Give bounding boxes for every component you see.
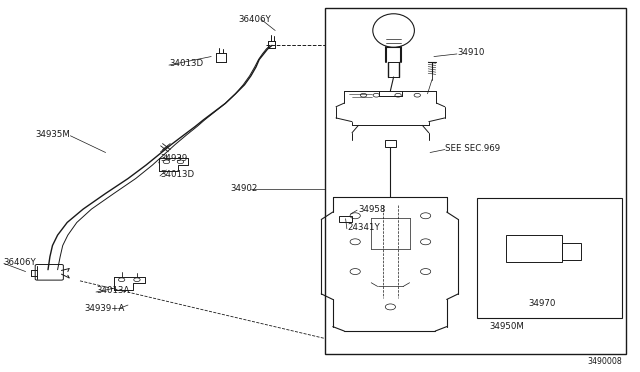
- Text: 3490008: 3490008: [588, 357, 622, 366]
- Bar: [477, 198, 622, 318]
- Text: 34935M: 34935M: [35, 130, 70, 139]
- Text: 24341Y: 24341Y: [347, 223, 380, 232]
- Text: 34013A: 34013A: [96, 286, 129, 295]
- Text: 34939+A: 34939+A: [84, 304, 125, 313]
- Text: 34910: 34910: [457, 48, 484, 57]
- Text: 34950M: 34950M: [489, 322, 524, 331]
- Bar: [339, 216, 352, 222]
- Bar: [563, 243, 582, 260]
- Text: 34970: 34970: [528, 299, 556, 308]
- Text: 34013D: 34013D: [160, 170, 194, 179]
- Text: SEE SEC.969: SEE SEC.969: [445, 144, 500, 153]
- Text: 36406Y: 36406Y: [4, 258, 36, 267]
- Bar: [325, 8, 626, 354]
- Bar: [385, 140, 396, 147]
- Text: 34902: 34902: [230, 185, 258, 193]
- Text: 34939: 34939: [160, 154, 188, 163]
- Text: 34958: 34958: [358, 205, 386, 214]
- Text: 34013D: 34013D: [169, 60, 203, 68]
- Bar: [506, 235, 562, 262]
- Text: 36406Y: 36406Y: [238, 15, 271, 24]
